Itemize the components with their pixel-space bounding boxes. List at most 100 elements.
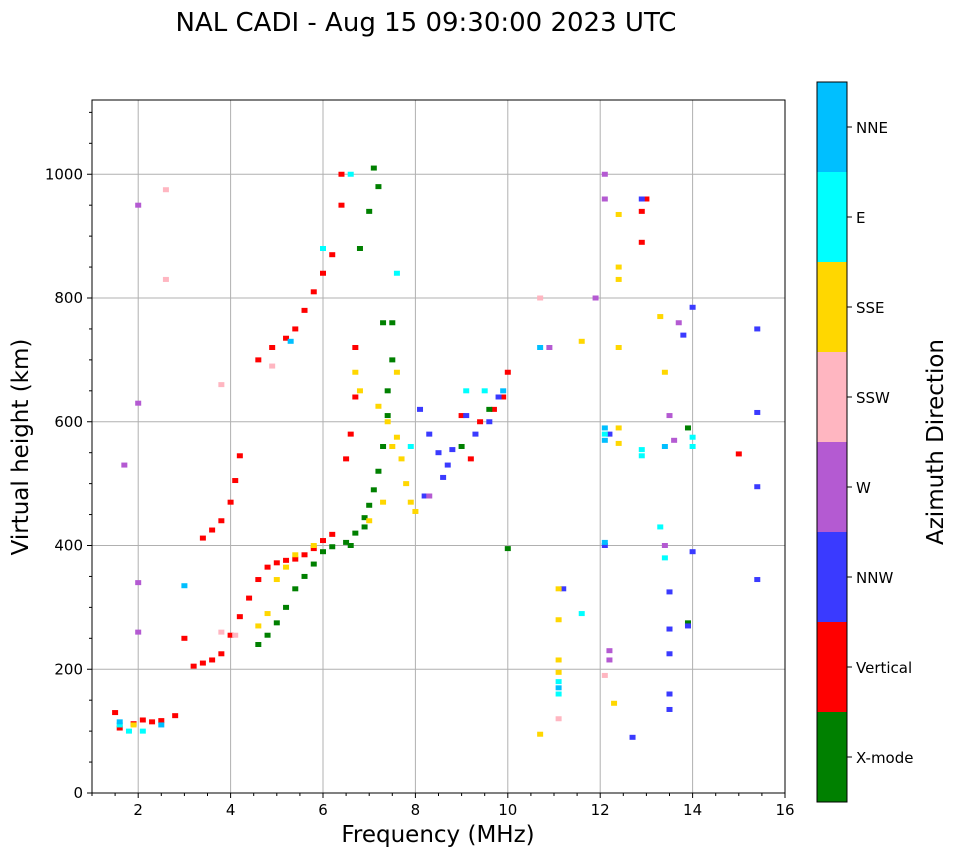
echo-point-nnw [666,651,673,657]
echo-point-sse [255,623,262,629]
echo-point-sse [412,508,419,514]
echo-point-sse [615,276,622,282]
echo-point-x-mode [320,549,326,555]
echo-point-nne [158,722,165,728]
echo-point-sse [537,731,544,737]
echo-point-vertical [467,456,474,462]
echo-point-vertical [347,431,354,437]
echo-point-e [320,246,326,251]
echo-point-w [671,437,678,443]
echo-point-vertical [116,725,123,731]
x-tick-label: 12 [591,801,610,819]
plot-area: 2 4 6 8 10 12 14 16 0 200 400 600 800 1000 [45,99,795,819]
echo-point-w [135,202,142,208]
colorbar-swatch [817,82,847,172]
echo-point-w [135,629,142,635]
echo-point-sse [615,264,622,270]
echo-point-nnw [680,332,687,338]
echo-point-sse [403,481,410,487]
echo-point-x-mode [375,468,382,474]
echo-point-sse [555,657,562,663]
echo-point-vertical [149,719,156,725]
echo-point-w [666,413,673,419]
echo-point-x-mode [301,573,308,579]
echo-point-e [481,388,488,394]
echo-point-vertical [199,535,206,541]
echo-point-vertical [190,663,197,669]
colorbar-tick-label: W [856,479,871,497]
echo-point-vertical [301,552,308,558]
echo-point-sse [310,543,317,548]
echo-point-vertical [301,307,308,313]
echo-point-sse [615,345,622,350]
y-axis: 0 200 400 600 800 1000 [45,111,92,802]
echo-point-vertical [255,577,262,583]
echo-point-x-mode [273,620,280,626]
echo-point-w [606,657,613,663]
echo-point-nne [601,425,608,431]
colorbar-swatch [817,712,847,802]
echo-point-nnw [606,431,613,437]
echo-point-sse [389,444,396,449]
colorbar-swatch [817,622,847,712]
colorbar-swatch [817,442,847,532]
echo-point-vertical [209,657,216,663]
echo-point-e [661,555,668,561]
echo-point-x-mode [375,184,382,190]
echo-point-x-mode [361,515,368,521]
echo-point-nne [181,583,188,589]
echo-point-vertical [232,478,239,484]
echo-point-vertical [255,357,262,363]
echo-point-vertical [292,556,299,562]
echo-point-nnw [463,413,470,419]
echo-point-nnw [754,484,761,490]
echo-point-nnw [684,623,691,629]
echo-point-x-mode [370,165,377,171]
echo-point-nnw [638,196,645,202]
echo-point-sse [264,611,271,617]
echo-point-e [125,728,132,734]
echo-point-nnw [666,706,673,712]
x-tick-label: 14 [683,801,702,819]
echo-point-vertical [283,557,290,563]
echo-point-vertical [490,406,497,412]
echo-point-sse [292,552,299,558]
echo-point-vertical [310,289,317,295]
echo-point-x-mode [380,444,387,449]
echo-point-nnw [495,394,502,400]
echo-point-x-mode [310,561,317,567]
colorbar-swatch [817,352,847,442]
echo-point-x-mode [366,502,373,508]
echo-point-vertical [638,239,645,245]
echo-point-e [638,453,645,459]
echo-point-sse [615,440,622,446]
echo-point-nnw [754,409,761,415]
echo-point-x-mode [292,586,299,592]
echo-point-nnw [417,406,424,412]
echo-point-nnw [754,577,761,583]
echo-point-sse [555,617,562,623]
echo-point-vertical [500,394,507,400]
echo-point-sse [407,499,414,505]
echo-point-w [121,462,128,468]
echo-point-sse [615,425,622,431]
echo-point-ssw [162,187,169,193]
colorbar-tick-label: Vertical [856,659,912,677]
echo-point-vertical [227,632,234,638]
echo-point-x-mode [361,524,368,530]
echo-point-vertical [264,564,271,570]
echo-point-e [463,388,470,394]
x-tick-label: 4 [226,801,236,819]
echo-point-vertical [477,419,484,425]
echo-point-x-mode [384,413,391,419]
echo-point-vertical [338,202,345,208]
x-tick-label: 6 [318,801,328,819]
echo-point-vertical [458,413,465,419]
echo-points [112,165,761,740]
echo-point-vertical [504,369,511,375]
echo-point-nnw [629,734,636,740]
echo-point-w [426,493,433,499]
colorbar-tick-label: NNW [856,569,893,587]
x-axis: 2 4 6 8 10 12 14 16 [91,793,795,819]
